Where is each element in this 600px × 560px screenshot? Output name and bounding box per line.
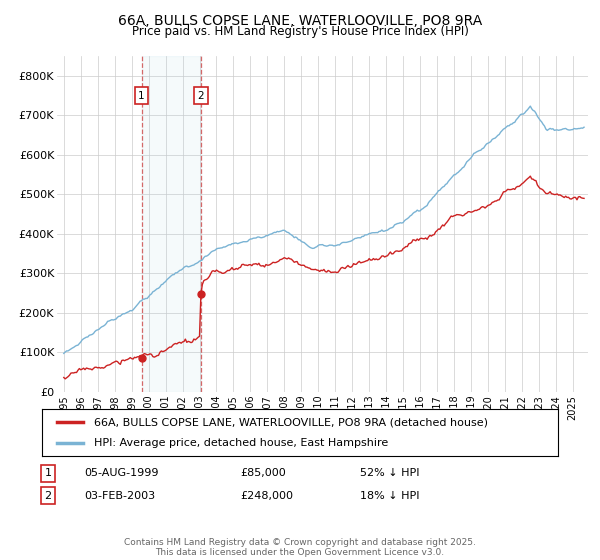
Text: £85,000: £85,000 xyxy=(240,468,286,478)
Text: 18% ↓ HPI: 18% ↓ HPI xyxy=(360,491,419,501)
Text: 1: 1 xyxy=(138,91,145,101)
Text: 1: 1 xyxy=(44,468,52,478)
Text: HPI: Average price, detached house, East Hampshire: HPI: Average price, detached house, East… xyxy=(94,438,388,448)
Text: 2: 2 xyxy=(44,491,52,501)
Text: 03-FEB-2003: 03-FEB-2003 xyxy=(84,491,155,501)
Text: 2: 2 xyxy=(197,91,204,101)
Text: Price paid vs. HM Land Registry's House Price Index (HPI): Price paid vs. HM Land Registry's House … xyxy=(131,25,469,38)
Text: Contains HM Land Registry data © Crown copyright and database right 2025.
This d: Contains HM Land Registry data © Crown c… xyxy=(124,538,476,557)
Text: £248,000: £248,000 xyxy=(240,491,293,501)
Bar xyxy=(142,56,201,392)
Text: 05-AUG-1999: 05-AUG-1999 xyxy=(84,468,158,478)
Text: 66A, BULLS COPSE LANE, WATERLOOVILLE, PO8 9RA (detached house): 66A, BULLS COPSE LANE, WATERLOOVILLE, PO… xyxy=(94,417,488,427)
Text: 52% ↓ HPI: 52% ↓ HPI xyxy=(360,468,419,478)
Text: 66A, BULLS COPSE LANE, WATERLOOVILLE, PO8 9RA: 66A, BULLS COPSE LANE, WATERLOOVILLE, PO… xyxy=(118,14,482,28)
